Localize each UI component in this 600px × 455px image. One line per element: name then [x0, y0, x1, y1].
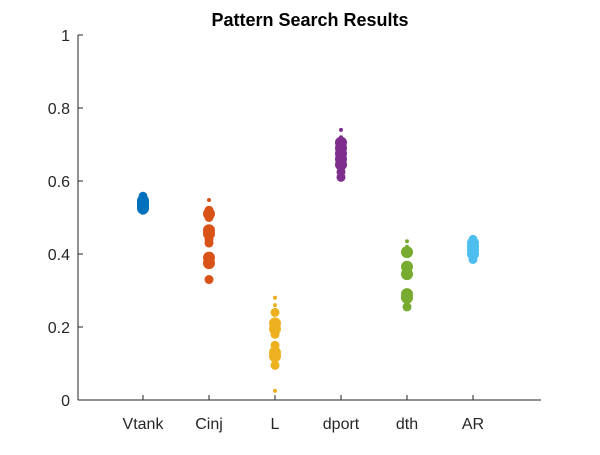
x-tick-label-dport: dport — [323, 416, 360, 433]
axes — [77, 35, 541, 401]
data-point — [402, 302, 412, 312]
data-point — [204, 275, 214, 285]
data-point — [339, 127, 343, 132]
x-tick-label-cinj: Cinj — [195, 416, 223, 433]
y-tick-label: 0.2 — [48, 320, 70, 337]
series-ar — [467, 234, 479, 264]
data-point — [204, 213, 214, 222]
data-point — [336, 172, 346, 182]
data-point — [273, 303, 277, 308]
data-point — [270, 360, 280, 370]
series-cinj — [203, 197, 215, 285]
y-tick-label: 0 — [61, 393, 70, 410]
y-tick-label: 0.8 — [48, 101, 70, 118]
data-points — [137, 127, 479, 393]
data-point — [405, 239, 409, 244]
data-point — [335, 158, 347, 171]
x-tick-label-dth: dth — [396, 416, 418, 433]
data-point — [207, 197, 211, 202]
data-point — [273, 295, 277, 300]
y-tick-label: 0.4 — [48, 247, 70, 264]
data-point — [204, 238, 214, 248]
data-point — [269, 350, 281, 363]
series-vtank — [137, 191, 149, 215]
data-point — [270, 307, 280, 317]
series-l — [269, 295, 281, 393]
chart-title: Pattern Search Results — [211, 10, 408, 30]
data-point — [270, 329, 280, 339]
data-point — [401, 246, 413, 259]
x-tick-label-ar: AR — [462, 416, 484, 433]
y-tick-label: 1 — [61, 28, 70, 45]
series-dth — [401, 239, 413, 312]
x-tick-label-vtank: Vtank — [123, 416, 165, 433]
x-tick-label-l: L — [271, 416, 280, 433]
data-point — [273, 388, 277, 393]
data-point — [401, 291, 413, 304]
y-tick-label: 0.6 — [48, 174, 70, 191]
data-point — [401, 268, 413, 281]
data-point — [203, 257, 215, 270]
series-dport — [335, 127, 347, 182]
y-ticks: 0 0.2 0.4 0.6 0.8 1 — [48, 28, 83, 410]
data-point — [138, 205, 148, 215]
data-point — [468, 254, 478, 264]
